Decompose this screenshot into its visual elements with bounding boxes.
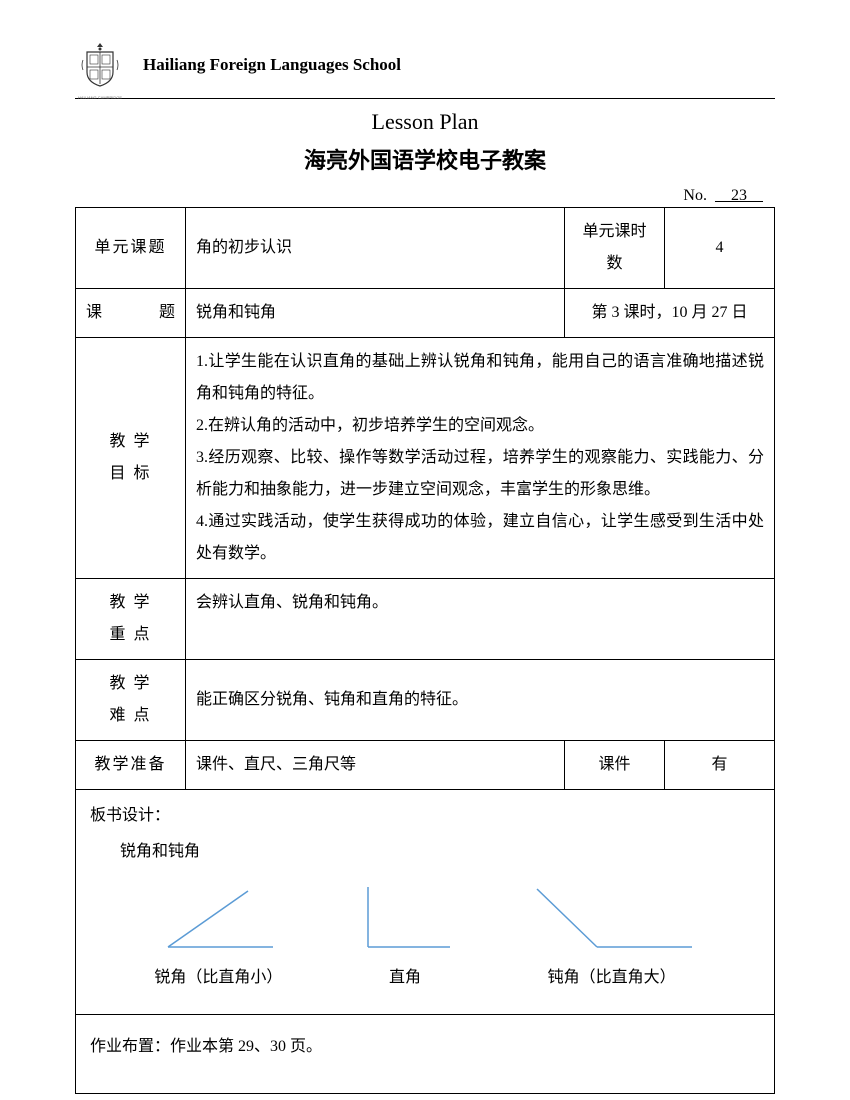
table-row: 作业布置：作业本第 29、30 页。 [76,1015,775,1094]
right-angle-icon [350,879,460,954]
unit-topic-value: 角的初步认识 [186,208,565,289]
obtuse-angle-icon [527,879,697,954]
keypoint-label: 教 学 重 点 [76,579,186,660]
homework-cell: 作业布置：作业本第 29、30 页。 [76,1015,775,1094]
board-title: 板书设计： [90,800,760,832]
table-row: 课 题 锐角和钝角 第 3 课时，10 月 27 日 [76,289,775,338]
right-angle-block: 直角 [350,879,460,994]
acute-angle-icon [153,879,283,954]
difficulty-label: 教 学 难 点 [76,660,186,741]
lesson-label: 课 题 [76,289,186,338]
table-row: 教 学 重 点 会辨认直角、锐角和钝角。 [76,579,775,660]
table-row: 单元课题 角的初步认识 单元课时数 4 [76,208,775,289]
objectives-label: 教 学 目 标 [76,338,186,579]
prep-value: 课件、直尺、三角尺等 [186,741,565,790]
school-name: Hailiang Foreign Languages School [143,55,401,75]
logo-caption: HAILIANG CAMBRIDGE [78,95,122,100]
no-value: 23 [707,187,771,204]
lesson-value: 锐角和钝角 [186,289,565,338]
angles-row: 锐角（比直角小） 直角 钝角（比直角大） [90,874,760,1004]
school-logo: HAILIANG CAMBRIDGE [75,40,125,90]
right-caption: 直角 [350,962,460,994]
obtuse-angle-block: 钝角（比直角大） [527,879,697,994]
title-chinese: 海亮外国语学校电子教案 [75,143,775,175]
acute-caption: 锐角（比直角小） [153,962,283,994]
no-label: No. [683,187,707,204]
board-design-cell: 板书设计： 锐角和钝角 锐角（比直角小） 直角 [76,790,775,1015]
title-english: Lesson Plan [75,109,775,135]
unit-hours-label: 单元课时数 [565,208,665,289]
prep-label: 教学准备 [76,741,186,790]
lesson-date: 第 3 课时，10 月 27 日 [565,289,775,338]
acute-angle-block: 锐角（比直角小） [153,879,283,994]
table-row: 教 学 目 标 1.让学生能在认识直角的基础上辨认锐角和钝角，能用自己的语言准确… [76,338,775,579]
courseware-value: 有 [665,741,775,790]
obtuse-caption: 钝角（比直角大） [527,962,697,994]
board-subtitle: 锐角和钝角 [120,836,760,868]
lesson-plan-table: 单元课题 角的初步认识 单元课时数 4 课 题 锐角和钝角 第 3 课时，10 … [75,207,775,1094]
page-header: HAILIANG CAMBRIDGE Hailiang Foreign Lang… [75,40,775,99]
unit-hours-value: 4 [665,208,775,289]
table-row: 教学准备 课件、直尺、三角尺等 课件 有 [76,741,775,790]
table-row: 教 学 难 点 能正确区分锐角、钝角和直角的特征。 [76,660,775,741]
document-number: No. 23 [75,181,775,205]
courseware-label: 课件 [565,741,665,790]
keypoint-value: 会辨认直角、锐角和钝角。 [186,579,775,660]
difficulty-value: 能正确区分锐角、钝角和直角的特征。 [186,660,775,741]
unit-topic-label: 单元课题 [76,208,186,289]
table-row: 板书设计： 锐角和钝角 锐角（比直角小） 直角 [76,790,775,1015]
objectives-value: 1.让学生能在认识直角的基础上辨认锐角和钝角，能用自己的语言准确地描述锐角和钝角… [186,338,775,579]
